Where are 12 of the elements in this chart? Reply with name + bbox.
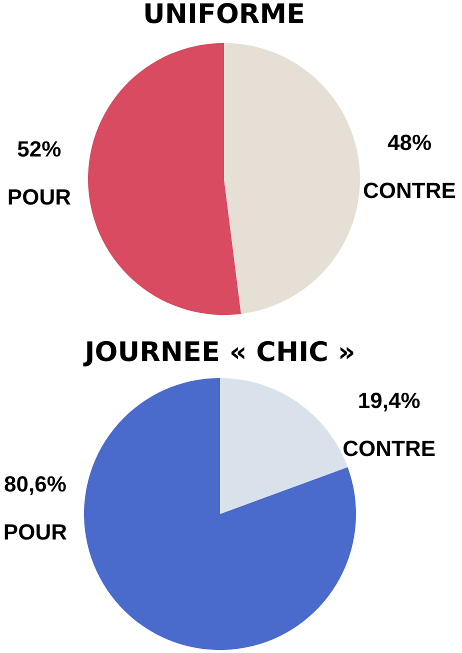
slice-label: POUR — [7, 184, 72, 210]
chart-title: UNIFORME — [142, 0, 306, 31]
slice-label: CONTRE — [342, 436, 436, 461]
pie-slice — [88, 43, 242, 315]
data-label: 80,6% — [4, 472, 66, 496]
chart-title: JOURNEE « CHIC » — [82, 337, 356, 369]
pie-slice — [224, 43, 360, 314]
data-label: 19,4% — [358, 388, 420, 413]
data-label: 48% — [387, 130, 432, 156]
slice-label: CONTRE — [363, 178, 456, 204]
slice-label: POUR — [3, 520, 68, 544]
data-label: 52% — [17, 136, 62, 162]
